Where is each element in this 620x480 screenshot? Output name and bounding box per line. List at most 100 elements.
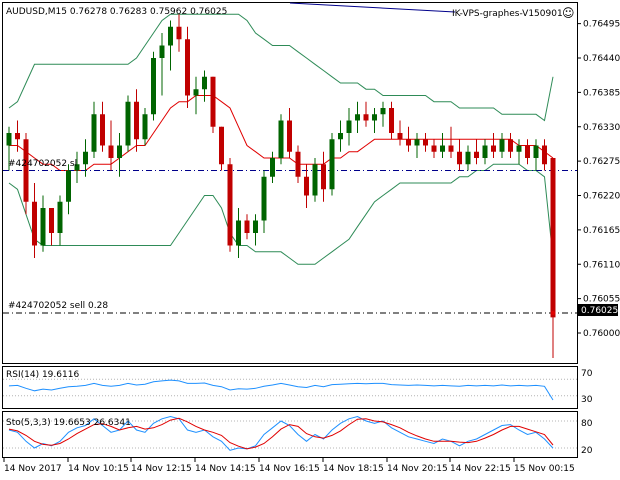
candle-body xyxy=(6,133,12,146)
candle xyxy=(516,139,522,165)
candle-body xyxy=(338,133,343,140)
candle-body xyxy=(508,139,513,152)
candle-body xyxy=(363,114,369,121)
price-axis: 0.76495 0.76440 0.76385 0.76330 0.76275 0.762… xyxy=(577,20,620,339)
sto-label: Sto(5,3,3) 19.6653 26.6341 xyxy=(6,418,131,428)
main-panel-frame xyxy=(2,2,578,364)
candle xyxy=(23,133,29,215)
price-tick-label: 0.76330 xyxy=(583,123,620,133)
candle xyxy=(474,139,479,165)
candle xyxy=(397,120,403,146)
current-price-box xyxy=(578,304,618,316)
candle xyxy=(151,51,156,121)
candle-body xyxy=(550,158,556,318)
smiley-icon: ☺ xyxy=(562,6,575,20)
candle-body xyxy=(414,139,420,146)
price-tick-label: 0.76110 xyxy=(583,260,620,270)
candle-body xyxy=(253,220,258,233)
candle-body xyxy=(372,114,377,121)
current-price-label: 0.76025 xyxy=(581,306,618,316)
candle xyxy=(261,170,267,233)
candle xyxy=(312,158,318,202)
candle xyxy=(295,145,301,183)
candle-body xyxy=(448,145,454,152)
order-lines xyxy=(3,170,577,314)
candle-body xyxy=(108,145,114,158)
candle-body xyxy=(23,139,29,202)
candle-body xyxy=(499,139,505,152)
candle-body xyxy=(516,145,522,152)
candle xyxy=(406,126,411,152)
candle-body xyxy=(321,164,326,190)
candle-body xyxy=(423,139,428,146)
candle-body xyxy=(32,201,37,246)
candle-body xyxy=(295,151,301,177)
candle-body xyxy=(49,208,54,233)
sell-entry-marker xyxy=(551,311,555,315)
candle-body xyxy=(406,139,411,146)
candle xyxy=(125,95,131,152)
candle xyxy=(185,26,190,108)
candle xyxy=(389,101,394,140)
candle-body xyxy=(312,164,318,196)
order-sell-label: #424702052 sell 0.28 xyxy=(8,301,108,311)
candle xyxy=(533,139,539,171)
rsi-level-70: 70 xyxy=(581,369,593,379)
time-tick-label: 15 Nov 00:15 xyxy=(514,464,575,474)
candle-body xyxy=(193,89,199,96)
candle-body xyxy=(389,108,394,133)
candle xyxy=(270,151,275,183)
price-tick-label: 0.76495 xyxy=(583,20,620,30)
price-tick-label: 0.76055 xyxy=(583,295,620,305)
candles xyxy=(6,14,556,358)
candle xyxy=(499,133,505,158)
candle xyxy=(550,158,556,358)
time-tick-label: 14 Nov 14:15 xyxy=(195,464,256,474)
candle-body xyxy=(210,76,216,127)
candle-body xyxy=(457,151,462,165)
candle-body xyxy=(431,145,437,152)
candle-body xyxy=(482,145,488,158)
candle-body xyxy=(380,108,386,115)
candle xyxy=(134,89,139,152)
candle xyxy=(210,76,216,133)
candle xyxy=(431,139,437,158)
candle-body xyxy=(91,114,97,152)
candle-body xyxy=(159,45,165,58)
time-axis: 14 Nov 2017 14 Nov 10:15 14 Nov 12:15 14 No… xyxy=(3,458,575,474)
candle-body xyxy=(219,126,224,165)
rsi-line xyxy=(8,379,554,401)
candle xyxy=(457,139,462,171)
candle xyxy=(380,101,386,127)
time-tick-label: 14 Nov 22:15 xyxy=(450,464,511,474)
sto-signal-line xyxy=(8,417,554,450)
candle-body xyxy=(542,145,547,165)
candle-body xyxy=(57,201,63,233)
candle xyxy=(236,208,241,258)
rsi-label: RSI(14) 19.6116 xyxy=(6,370,79,380)
candle xyxy=(338,120,343,152)
candle xyxy=(66,164,71,215)
candle xyxy=(372,108,377,133)
candle-body xyxy=(185,39,190,96)
candle xyxy=(202,70,207,102)
candle xyxy=(176,14,182,52)
candle-body xyxy=(525,145,530,158)
sto-level-20: 20 xyxy=(581,446,593,456)
candle xyxy=(57,195,63,246)
candle-body xyxy=(440,145,445,152)
candle-body xyxy=(142,114,148,140)
candle-body xyxy=(346,120,352,133)
candle xyxy=(83,139,88,177)
candle xyxy=(448,126,454,158)
candle xyxy=(74,151,80,183)
candle xyxy=(491,133,496,158)
bollinger-upper-line xyxy=(8,13,554,122)
candle-body xyxy=(355,114,360,121)
indicator-lines xyxy=(8,379,554,451)
time-tick-label: 14 Nov 20:15 xyxy=(387,464,448,474)
candle xyxy=(329,133,335,196)
candle xyxy=(253,214,258,246)
candle-body xyxy=(270,158,275,177)
